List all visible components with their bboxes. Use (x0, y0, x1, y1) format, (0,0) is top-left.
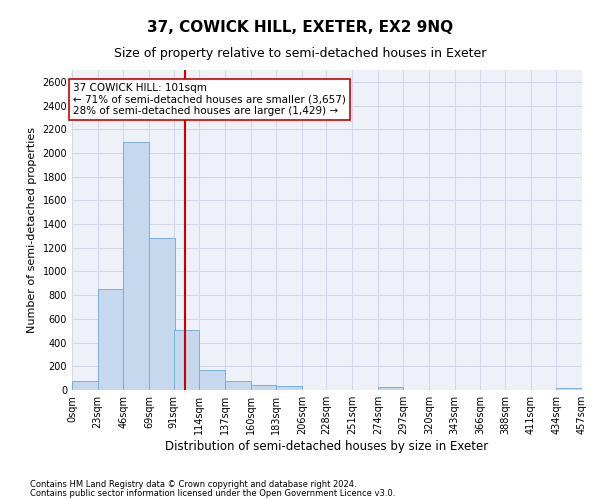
Bar (98, 290, 124, 390)
Bar (149, 238, 175, 390)
Y-axis label: Number of semi-detached properties: Number of semi-detached properties (27, 127, 37, 333)
Text: 37, COWICK HILL, EXETER, EX2 9NQ: 37, COWICK HILL, EXETER, EX2 9NQ (147, 20, 453, 35)
Bar (556, 388, 582, 390)
Bar (251, 386, 276, 390)
Bar (173, 330, 199, 390)
Bar (225, 380, 251, 390)
X-axis label: Distribution of semi-detached houses by size in Exeter: Distribution of semi-detached houses by … (166, 440, 488, 453)
Text: Contains public sector information licensed under the Open Government Licence v3: Contains public sector information licen… (30, 488, 395, 498)
Bar (124, 142, 149, 390)
Text: Size of property relative to semi-detached houses in Exeter: Size of property relative to semi-detach… (114, 48, 486, 60)
Text: 37 COWICK HILL: 101sqm
← 71% of semi-detached houses are smaller (3,657)
28% of : 37 COWICK HILL: 101sqm ← 71% of semi-det… (73, 83, 346, 116)
Bar (378, 387, 403, 390)
Text: Contains HM Land Registry data © Crown copyright and database right 2024.: Contains HM Land Registry data © Crown c… (30, 480, 356, 489)
Bar (199, 370, 225, 390)
Bar (72, 381, 98, 390)
Bar (276, 386, 302, 390)
